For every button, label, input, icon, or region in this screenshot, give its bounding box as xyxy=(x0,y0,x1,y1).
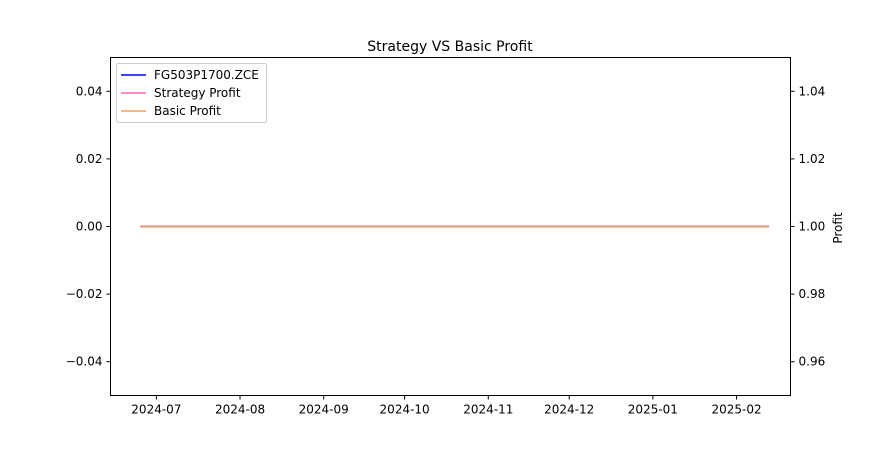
x-tick-label: 2024-07 xyxy=(131,403,181,417)
y-left-tick-label: 0.00 xyxy=(76,220,103,234)
y-right-tick-label: 0.98 xyxy=(799,287,826,301)
y-right-tick-label: 1.02 xyxy=(799,152,826,166)
y-axis-left: 0.04 0.02 0.00 −0.02 −0.04 xyxy=(66,84,111,369)
y-left-tick-label: 0.04 xyxy=(76,84,103,98)
y-right-tick-label: 1.00 xyxy=(799,220,826,234)
y-right-tick-label: 0.96 xyxy=(799,355,826,369)
x-tick-label: 2025-02 xyxy=(711,403,761,417)
y-left-tick-label: −0.04 xyxy=(66,355,103,369)
x-axis: 2024-07 2024-08 2024-09 2024-10 2024-11 2024-… xyxy=(131,395,762,417)
y-right-tick-label: 1.04 xyxy=(799,84,826,98)
y-axis-right-label: Profit xyxy=(831,212,845,244)
legend-label-fg503p1700-zce: FG503P1700.ZCE xyxy=(154,68,259,82)
x-tick-label: 2024-09 xyxy=(299,403,349,417)
x-tick-label: 2024-10 xyxy=(380,403,430,417)
y-left-tick-label: −0.02 xyxy=(66,287,103,301)
x-tick-label: 2024-12 xyxy=(544,403,594,417)
legend-label-strategy-profit: Strategy Profit xyxy=(154,86,241,100)
legend: FG503P1700.ZCE Strategy Profit Basic Profi… xyxy=(116,63,267,123)
x-tick-label: 2025-01 xyxy=(628,403,678,417)
x-tick-label: 2024-08 xyxy=(215,403,265,417)
chart-title: Strategy VS Basic Profit xyxy=(367,39,533,55)
y-axis-right: 1.04 1.02 1.00 0.98 0.96 xyxy=(790,84,826,369)
legend-box xyxy=(116,63,267,123)
legend-label-basic-profit: Basic Profit xyxy=(154,104,221,118)
x-tick-label: 2024-11 xyxy=(463,403,513,417)
y-left-tick-label: 0.02 xyxy=(76,152,103,166)
